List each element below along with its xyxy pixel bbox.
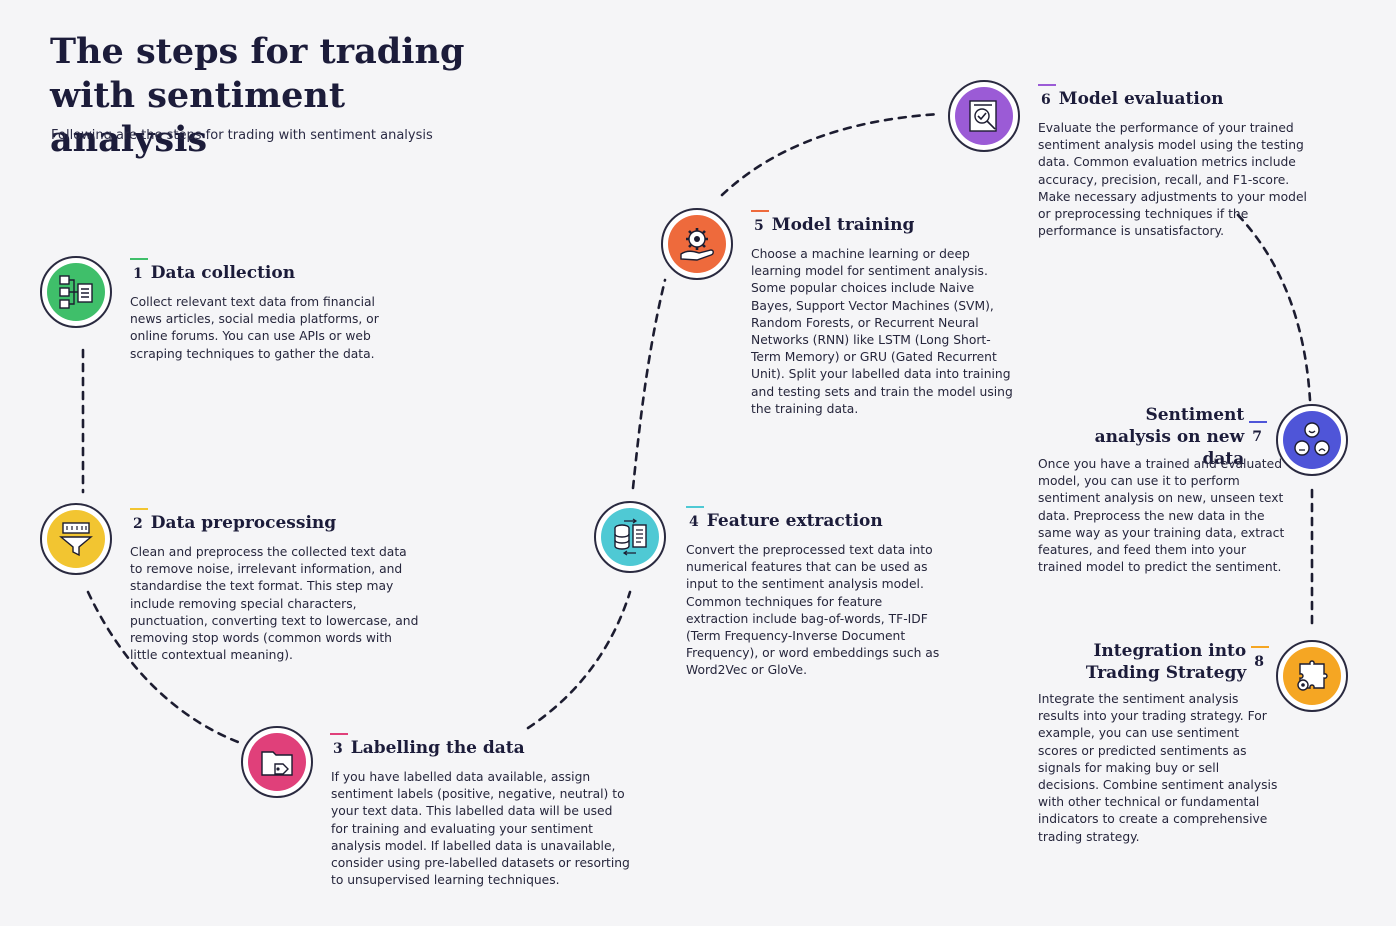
emotion-faces-icon [1294, 422, 1330, 456]
page-title: The steps for trading with sentiment ana… [50, 31, 465, 160]
step-3-icon-circle [241, 726, 313, 798]
page-subtitle: Following are the steps for trading with… [51, 128, 433, 143]
step-3-title: Labelling the data [350, 738, 525, 758]
step-6-description: Evaluate the performance of your trained… [1038, 121, 1307, 239]
step-2-icon-circle [40, 503, 112, 575]
step-6-heading: 6 Model evaluation [1038, 84, 1224, 111]
step-6-number: 6 [1038, 84, 1056, 111]
step-7-icon-circle [1276, 404, 1348, 476]
puzzle-gear-icon [1297, 660, 1328, 691]
step-7-number: 7 [1249, 421, 1267, 448]
step-2-heading: 2 Data preprocessing [130, 508, 337, 535]
step-8-heading: Integration into Trading Strategy8 [1040, 640, 1269, 684]
step-2-number: 2 [130, 508, 148, 535]
step-8-description: Integrate the sentiment analysis results… [1038, 692, 1278, 844]
step-3-description: If you have labelled data available, ass… [331, 770, 630, 888]
step-4-heading: 4 Feature extraction [686, 506, 883, 533]
step-4-icon-circle [594, 501, 666, 573]
step-6-title: Model evaluation [1058, 89, 1224, 109]
database-document-icon [614, 518, 647, 556]
step-1-description: Collect relevant text data from financia… [130, 295, 379, 361]
step-1-number: 1 [130, 258, 148, 285]
magnifier-report-icon [969, 100, 997, 132]
step-4-title: Feature extraction [706, 511, 883, 531]
step-7-heading: Sentiment analysis on new data7 [1040, 404, 1267, 470]
step-7-description: Once you have a trained and evaluated mo… [1038, 457, 1285, 575]
step-8-title: Integration into Trading Strategy [1085, 641, 1247, 683]
step-6-icon-circle [948, 80, 1020, 152]
step-4-description: Convert the preprocessed text data into … [686, 543, 940, 678]
data-structure-icon [59, 275, 93, 309]
step-1-icon-circle [40, 256, 112, 328]
step-3-number: 3 [330, 733, 348, 760]
step-2-description: Clean and preprocess the collected text … [130, 545, 419, 663]
step-2-title: Data preprocessing [150, 513, 337, 533]
step-3-heading: 3 Labelling the data [330, 733, 525, 760]
step-5-number: 5 [751, 210, 769, 237]
step-8-number: 8 [1251, 646, 1269, 673]
step-8-icon-circle [1276, 640, 1348, 712]
step-4-number: 4 [686, 506, 704, 533]
step-1-title: Data collection [150, 263, 296, 283]
folder-tag-icon [261, 751, 293, 776]
funnel-icon [59, 522, 93, 557]
gear-hand-icon [680, 228, 714, 261]
step-7-title: Sentiment analysis on new data [1094, 405, 1245, 469]
step-5-heading: 5 Model training [751, 210, 915, 237]
step-5-icon-circle [661, 208, 733, 280]
step-1-heading: 1 Data collection [130, 258, 296, 285]
step-5-title: Model training [771, 215, 915, 235]
step-5-description: Choose a machine learning or deep learni… [751, 247, 1013, 416]
